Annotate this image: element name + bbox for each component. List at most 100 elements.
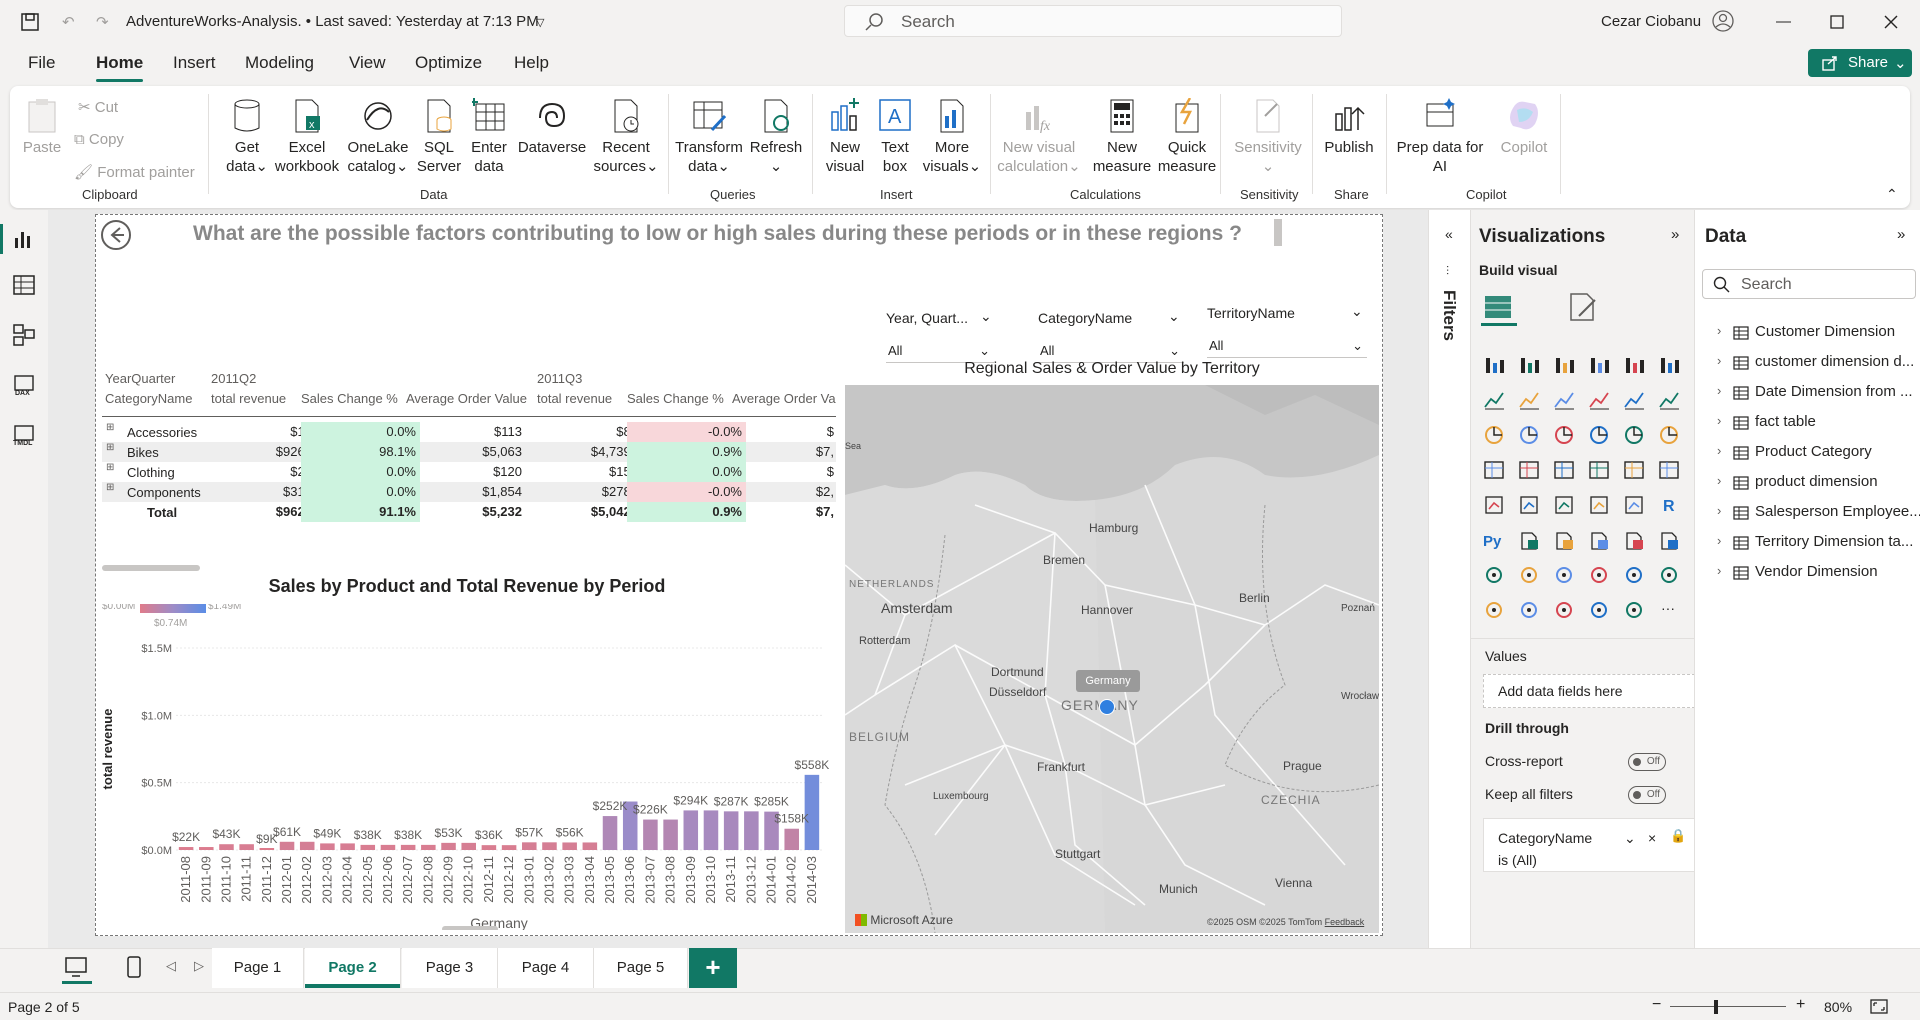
more-visuals-button[interactable]: More visuals⌄ bbox=[920, 98, 984, 176]
document-title[interactable]: AdventureWorks-Analysis. • Last saved: Y… bbox=[126, 13, 539, 30]
excel-workbook-button[interactable]: x Excel workbook bbox=[272, 98, 342, 176]
recent-sources-button[interactable]: Recent sources⌄ bbox=[592, 98, 660, 176]
filled-map-icon[interactable] bbox=[1553, 459, 1575, 481]
metrics-icon[interactable] bbox=[1658, 529, 1680, 551]
qa-icon[interactable] bbox=[1588, 529, 1610, 551]
search-input[interactable]: Search bbox=[844, 5, 1342, 37]
clustered-bar-icon[interactable] bbox=[1553, 354, 1575, 376]
slicer-territory-name[interactable]: TerritoryName ⌄ All ⌄ bbox=[1207, 303, 1367, 358]
matrix-horizontal-scrollbar[interactable] bbox=[102, 565, 200, 571]
quick-measure-button[interactable]: Quick measure bbox=[1156, 97, 1218, 176]
chevron-down-icon[interactable]: ⌄ bbox=[980, 308, 992, 324]
bar[interactable] bbox=[804, 774, 820, 850]
copy-button[interactable]: ⧉ Copy bbox=[74, 131, 124, 148]
chevron-down-icon[interactable]: ⌄ bbox=[1351, 303, 1363, 319]
matrix-column-header[interactable]: Sales Change % bbox=[301, 391, 398, 406]
data-table-item[interactable]: › Date Dimension from ... bbox=[1695, 382, 1920, 406]
map-icon[interactable] bbox=[1518, 459, 1540, 481]
slicer-icon[interactable] bbox=[1553, 494, 1575, 516]
transform-data-button[interactable]: Transform data⌄ bbox=[674, 98, 744, 176]
powerapps-icon[interactable] bbox=[1553, 564, 1575, 586]
bar[interactable] bbox=[481, 845, 497, 850]
shape-icon[interactable] bbox=[1518, 599, 1540, 621]
key-influencers-icon[interactable] bbox=[1518, 529, 1540, 551]
bar[interactable] bbox=[764, 811, 779, 850]
scroll-tabs-left-icon[interactable]: ◁ bbox=[166, 958, 176, 973]
table-view-icon[interactable] bbox=[13, 274, 35, 296]
tab-page-5[interactable]: Page 5 bbox=[594, 948, 688, 988]
enter-data-button[interactable]: Enter data bbox=[466, 98, 512, 176]
bar[interactable] bbox=[562, 842, 577, 850]
bar[interactable] bbox=[340, 843, 355, 850]
filters-pane[interactable]: « ⫶ Filters bbox=[1428, 210, 1470, 980]
power-automate-icon[interactable] bbox=[1588, 564, 1610, 586]
collapse-filters-icon[interactable]: « bbox=[1445, 226, 1453, 242]
table-row[interactable]: Total$962,71791.1%$5,232$5,042,4910.9%$7… bbox=[102, 502, 836, 522]
copilot-button[interactable]: Copilot bbox=[1492, 98, 1556, 157]
model-view-icon[interactable] bbox=[13, 324, 35, 346]
bar[interactable] bbox=[522, 842, 537, 850]
dax-query-view-icon[interactable]: DAX bbox=[13, 374, 35, 396]
get-data-button[interactable]: Get data⌄ bbox=[222, 98, 272, 176]
pie-icon[interactable] bbox=[1623, 424, 1645, 446]
bar[interactable] bbox=[279, 841, 295, 850]
bar[interactable] bbox=[461, 842, 476, 850]
bar[interactable] bbox=[501, 845, 517, 850]
new-measure-button[interactable]: New measure bbox=[1090, 98, 1154, 176]
100-stacked-bar-icon[interactable] bbox=[1623, 354, 1645, 376]
format-visual-tab[interactable] bbox=[1565, 290, 1601, 326]
zoom-thumb[interactable] bbox=[1714, 1000, 1718, 1014]
bar[interactable] bbox=[663, 819, 678, 850]
bar[interactable] bbox=[178, 847, 194, 850]
smart-narrative-icon[interactable] bbox=[1623, 529, 1645, 551]
stopwatch-icon[interactable] bbox=[1588, 599, 1610, 621]
data-table-item[interactable]: › fact table bbox=[1695, 412, 1920, 436]
dataverse-button[interactable]: Dataverse bbox=[514, 98, 590, 157]
sql-server-button[interactable]: SQL Server bbox=[414, 98, 464, 176]
copilot-visual-icon[interactable] bbox=[1553, 599, 1575, 621]
r-visual-icon[interactable]: R bbox=[1658, 494, 1680, 516]
ribbon-icon[interactable] bbox=[1483, 424, 1505, 446]
build-visual-tab[interactable] bbox=[1481, 290, 1517, 326]
bar[interactable] bbox=[643, 819, 658, 850]
chevron-right-icon[interactable]: › bbox=[1717, 413, 1722, 428]
slicer-year-quarter[interactable]: Year, Quart... ⌄ All ⌄ bbox=[886, 308, 994, 363]
menu-file[interactable]: File bbox=[28, 53, 56, 72]
chevron-right-icon[interactable]: › bbox=[1717, 503, 1722, 518]
python-visual-icon[interactable]: Py bbox=[1483, 529, 1505, 551]
bar[interactable] bbox=[542, 842, 557, 850]
chevron-down-icon[interactable]: ⌄ bbox=[1168, 308, 1180, 324]
cut-button[interactable]: ✂ Cut bbox=[78, 98, 118, 116]
data-table-item[interactable]: › Product Category bbox=[1695, 442, 1920, 466]
bar[interactable] bbox=[400, 844, 416, 850]
gauge-icon[interactable] bbox=[1623, 459, 1645, 481]
clustered-column-icon[interactable] bbox=[1588, 354, 1610, 376]
azure-map-icon[interactable] bbox=[1588, 459, 1610, 481]
matrix-icon[interactable] bbox=[1623, 494, 1645, 516]
menu-view[interactable]: View bbox=[349, 53, 386, 72]
desktop-layout-icon[interactable] bbox=[64, 956, 90, 978]
back-arrow-icon[interactable] bbox=[100, 219, 132, 251]
bar[interactable] bbox=[320, 843, 335, 850]
zoom-out-icon[interactable]: − bbox=[1652, 996, 1662, 1013]
table-icon[interactable] bbox=[1588, 494, 1610, 516]
drill-filter-card[interactable]: CategoryName is (All) ⌄ × 🔒 bbox=[1483, 818, 1695, 872]
menu-help[interactable]: Help bbox=[514, 53, 549, 72]
bar[interactable] bbox=[219, 844, 234, 850]
bar[interactable] bbox=[723, 811, 739, 850]
menu-modeling[interactable]: Modeling bbox=[245, 53, 314, 72]
tab-page-2[interactable]: Page 2 bbox=[305, 948, 401, 988]
matrix-column-header[interactable]: Average Order Value bbox=[406, 391, 527, 406]
treemap-icon[interactable] bbox=[1483, 459, 1505, 481]
bar[interactable] bbox=[602, 816, 618, 850]
menu-optimize[interactable]: Optimize bbox=[415, 53, 483, 72]
paste-button[interactable]: Paste bbox=[22, 98, 62, 157]
sensitivity-button[interactable]: Sensitivity ⌄ bbox=[1228, 98, 1308, 176]
stacked-column-icon[interactable] bbox=[1518, 354, 1540, 376]
slicer-year-quarter-dropdown[interactable]: All ⌄ bbox=[886, 337, 994, 363]
tab-page-1[interactable]: Page 1 bbox=[212, 948, 304, 988]
data-search-input[interactable]: Search bbox=[1702, 269, 1916, 299]
chevron-right-icon[interactable]: › bbox=[1717, 473, 1722, 488]
donut-icon[interactable] bbox=[1658, 424, 1680, 446]
paginated-report-icon[interactable] bbox=[1483, 564, 1505, 586]
